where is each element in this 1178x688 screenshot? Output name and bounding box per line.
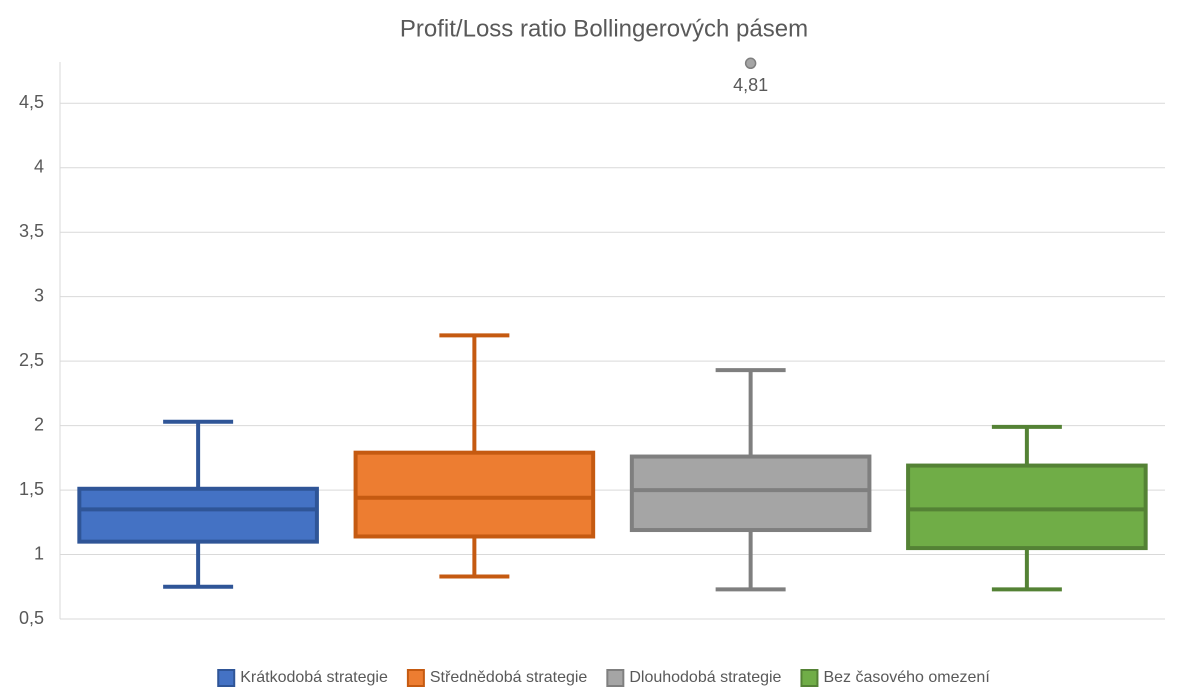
legend-label: Střednědobá strategie: [430, 669, 588, 686]
legend-swatch: [217, 669, 236, 687]
y-tick-label: 2,5: [19, 350, 44, 370]
legend-swatch: [800, 669, 819, 687]
legend-swatch: [606, 669, 625, 687]
legend-label: Bez časového omezení: [823, 669, 990, 686]
y-tick-label: 1: [34, 543, 44, 563]
chart-title: Profit/Loss ratio Bollingerových pásem: [400, 15, 808, 42]
y-tick-label: 4: [34, 156, 44, 176]
y-tick-label: 1,5: [19, 479, 44, 499]
outlier-label: 4,81: [733, 75, 768, 95]
y-tick-label: 3,5: [19, 221, 44, 241]
legend-swatch: [406, 669, 425, 687]
box: [77, 486, 319, 544]
box: [906, 463, 1148, 551]
y-tick-label: 2: [34, 414, 44, 434]
y-tick-label: 0,5: [19, 608, 44, 628]
box: [353, 450, 596, 539]
y-tick-label: 4,5: [19, 92, 44, 112]
y-tick-label: 3: [34, 285, 44, 305]
legend-label: Krátkodobá strategie: [240, 669, 388, 686]
outlier: [744, 57, 757, 70]
box: [629, 454, 872, 533]
legend-label: Dlouhodobá strategie: [629, 669, 781, 686]
